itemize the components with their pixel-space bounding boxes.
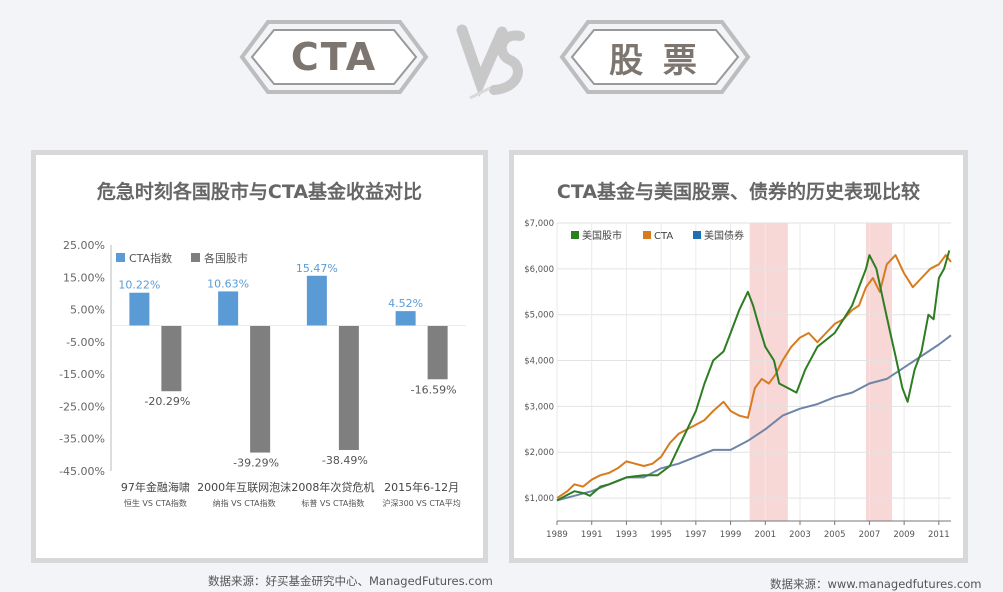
y-tick-label: -5.00% [66, 336, 105, 349]
bar-stock [338, 325, 359, 450]
y-tick-label: $3,000 [524, 402, 554, 412]
x-tick-label: 2005 [824, 530, 846, 540]
x-tick-label: 1991 [581, 530, 603, 540]
legend-label: 美国股市 [582, 229, 622, 242]
bar-value-label: 4.52% [388, 297, 423, 310]
y-tick-label: $2,000 [524, 448, 554, 458]
x-tick-label: 2009 [893, 530, 915, 540]
x-category-label: 2015年6-12月 [384, 480, 459, 494]
x-subcategory-label: 恒生 VS CTA指数 [124, 498, 187, 508]
y-tick-label: -35.00% [59, 433, 105, 446]
bar-value-label: -20.29% [144, 395, 190, 408]
bar-value-label: -38.49% [322, 454, 368, 467]
bar-stock [161, 325, 182, 392]
y-tick-label: $4,000 [524, 357, 554, 367]
legend-swatch [643, 231, 651, 239]
y-tick-label: -25.00% [59, 400, 105, 413]
bar-cta [129, 292, 150, 326]
series-line-cta [556, 254, 952, 499]
bar-cta [306, 275, 327, 326]
stock-badge-frame [559, 20, 751, 94]
series-line-us-stocks [556, 250, 951, 502]
x-tick-label: 1989 [546, 530, 568, 540]
x-category-label: 2008年次贷危机 [291, 480, 374, 494]
x-tick-label: 1997 [685, 530, 707, 540]
right-source-note: 数据来源：www.managedfutures.com [770, 577, 982, 591]
bar-value-label: -39.29% [233, 457, 279, 470]
cta-badge: CTA [238, 18, 430, 96]
bar-value-label: 10.22% [118, 279, 160, 292]
legend-swatch [693, 231, 701, 239]
x-tick-label: 2003 [789, 530, 811, 540]
y-tick-label: $7,000 [524, 219, 554, 229]
y-tick-label: -45.00% [59, 465, 105, 478]
shaded-period [865, 223, 892, 521]
bar-value-label: 15.47% [296, 262, 338, 275]
legend-label: 美国债券 [704, 229, 744, 242]
bar-value-label: 10.63% [207, 277, 249, 290]
bar-stock [250, 325, 271, 453]
x-category-label: 97年金融海啸 [121, 480, 190, 494]
header: CTA 股 票 [0, 0, 1003, 135]
stock-label: 股 票 [609, 40, 701, 81]
y-tick-label: $6,000 [524, 265, 554, 275]
y-tick-label: $1,000 [524, 494, 554, 504]
legend-swatch [116, 253, 125, 262]
y-tick-label: 25.00% [63, 239, 105, 252]
legend-swatch [571, 231, 579, 239]
stock-badge: 股 票 [558, 18, 752, 96]
left-source-note: 数据来源：好买基金研究中心、ManagedFutures.com [208, 574, 493, 588]
legend-label: 各国股市 [204, 251, 248, 265]
y-tick-label: 5.00% [70, 304, 105, 317]
y-tick-label: 15.00% [63, 271, 105, 284]
vs-mark [450, 22, 530, 104]
x-subcategory-label: 纳指 VS CTA指数 [213, 498, 276, 508]
x-tick-label: 2011 [928, 530, 950, 540]
right-chart-panel: CTA基金与美国股票、债券的历史表现比较 $1,000 $2,000 $3,000 $… [509, 150, 968, 563]
x-subcategory-label: 标普 VS CTA指数 [301, 498, 364, 508]
bar-cta [395, 311, 416, 326]
x-subcategory-label: 沪深300 VS CTA平均 [383, 498, 461, 508]
bar-chart: 25.00% 15.00% 5.00% -5.00% -15.00% -25.00% -35… [59, 239, 466, 508]
left-chart-panel: 危急时刻各国股市与CTA基金收益对比 25.00% 15.00% 5.00% -5.0… [31, 150, 488, 563]
legend-label: CTA [654, 231, 673, 242]
y-tick-label: -15.00% [59, 368, 105, 381]
bar-cta [218, 291, 239, 326]
x-tick-label: 2001 [754, 530, 776, 540]
left-chart-title: 危急时刻各国股市与CTA基金收益对比 [96, 181, 423, 203]
x-tick-label: 1995 [650, 530, 672, 540]
shaded-period [749, 223, 788, 521]
vs-brush-icon [456, 24, 525, 100]
line-chart: $1,000 $2,000 $3,000 $4,000 $5,000 $6,000 $7,0… [524, 219, 952, 540]
x-tick-label: 1999 [720, 530, 742, 540]
right-chart-title: CTA基金与美国股票、债券的历史表现比较 [556, 181, 921, 203]
x-tick-label: 2007 [859, 530, 881, 540]
cta-badge-frame [239, 20, 429, 94]
legend-swatch [191, 253, 200, 262]
bar-stock [427, 325, 448, 380]
cta-label: CTA [290, 35, 378, 79]
bar-value-label: -16.59% [411, 383, 457, 396]
x-tick-label: 1993 [616, 530, 638, 540]
legend-label: CTA指数 [129, 251, 172, 265]
y-tick-label: $5,000 [524, 311, 554, 321]
x-category-label: 2000年互联网泡沫 [197, 480, 291, 494]
